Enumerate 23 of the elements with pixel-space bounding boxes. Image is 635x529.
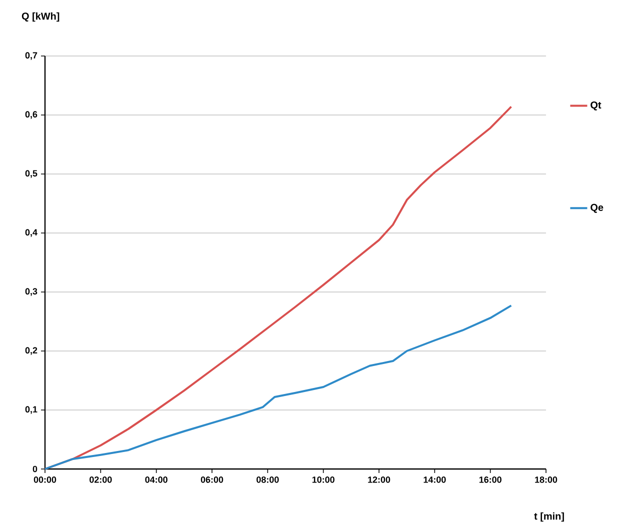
x-axis-title: t [min] — [534, 512, 564, 522]
y-tick-label: 0,1 — [25, 406, 38, 414]
y-tick-label: 0,4 — [25, 229, 38, 237]
x-tick-label: 08:00 — [256, 476, 279, 483]
y-tick-label: 0,3 — [25, 288, 38, 296]
legend-label: Qe — [590, 204, 604, 213]
legend-label: Qt — [590, 101, 602, 110]
y-tick-label: 0,5 — [25, 170, 38, 178]
y-tick-label: 0,2 — [25, 347, 38, 355]
x-tick-label: 02:00 — [90, 476, 112, 483]
x-tick-label: 14:00 — [424, 476, 446, 483]
x-tick-label: 00:00 — [34, 476, 56, 483]
y-axis-title: Q [kWh] — [22, 12, 60, 22]
x-tick-label: 04:00 — [145, 476, 168, 483]
x-tick-label: 18:00 — [535, 476, 558, 483]
x-tick-label: 16:00 — [479, 476, 502, 483]
x-tick-label: 12:00 — [368, 476, 390, 483]
y-tick-label: 0 — [32, 466, 38, 472]
line-series — [44, 304, 512, 470]
y-tick-label: 0,7 — [25, 52, 38, 60]
x-tick-label: 10:00 — [312, 476, 334, 483]
y-tick-label: 0,6 — [25, 111, 38, 119]
x-tick-label: 06:00 — [200, 476, 224, 483]
